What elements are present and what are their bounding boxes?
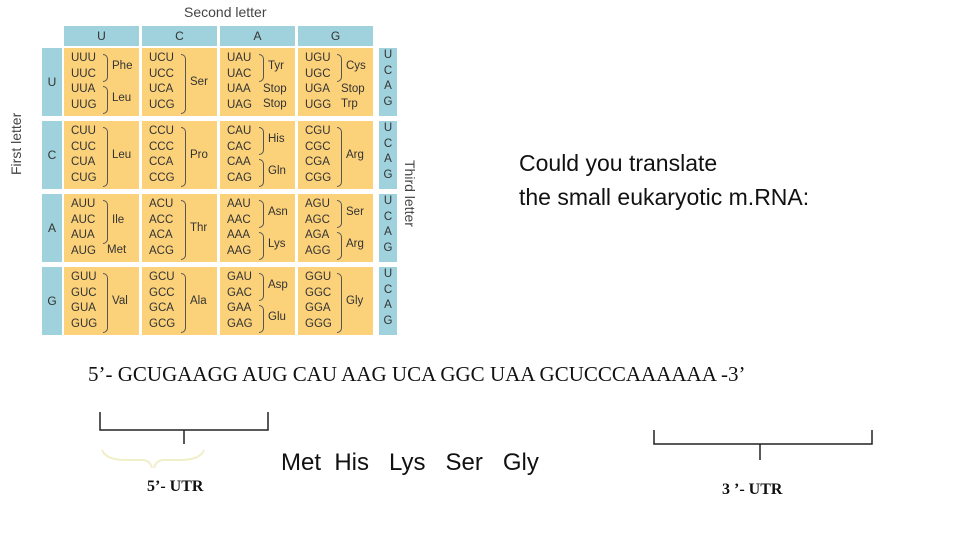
row-header-u: U [42,48,62,116]
codon-cell-gg: GGU GGC GGA GGG Gly [298,267,373,335]
codon-cell-ag: AGU AGC AGA AGG Ser Arg [298,194,373,262]
row-header-g: G [42,267,62,335]
third-letter-label: Third letter [402,160,418,227]
codon-cell-gu: GUU GUC GUA GUG Val [64,267,139,335]
row-header-a: A [42,194,62,262]
codon-cell-ug: UGU UGC UGA UGG Cys Stop Trp [298,48,373,116]
codon-cell-gc: GCU GCC GCA GCG Ala [142,267,217,335]
codon-cell-ga: GAU GAC GAA GAG Asp Glu [220,267,295,335]
codon-cell-uu: UUU UUC UUA UUG Phe Leu [64,48,139,116]
utr5-label: 5’- UTR [147,478,204,495]
codon-cell-ua: UAU UAC UAA UAG Tyr Stop Stop [220,48,295,116]
codon-cell-ca: CAU CAC CAA CAG His Gln [220,121,295,189]
first-letter-label: First letter [8,112,24,175]
mrna-sequence: 5’- GCUGAAGG AUG CAU AAG UCA GGC UAA GCU… [88,362,745,387]
column-header-a: A [220,26,295,46]
column-header-c: C [142,26,217,46]
codon-cell-au: AUU AUC AUA AUG Ile Met [64,194,139,262]
column-header-g: G [298,26,373,46]
codon-cell-ac: ACU ACC ACA ACG Thr [142,194,217,262]
codon-table: Second letter U C A G First letter Third… [8,0,418,340]
utr3-label: 3 ’- UTR [722,481,783,498]
codon-cell-cg: CGU CGC CGA CGG Arg [298,121,373,189]
mrna-prefix: 5’- GCUGAAGG [88,362,242,386]
column-header-u: U [64,26,139,46]
codon-cell-aa: AAU AAC AAA AAG Asn Lys [220,194,295,262]
utr3-brace [653,430,873,460]
mrna-coding-region: AUG CAU AAG UCA GGC UAA [242,362,535,386]
protein-sequence: Met His Lys Ser Gly [281,449,539,476]
row-header-c: C [42,121,62,189]
codon-cell-cu: CUU CUC CUA CUG Leu [64,121,139,189]
mrna-suffix: GCUCCCAAAAAA -3’ [534,362,746,386]
codon-cell-uc: UCU UCC UCA UCG Ser [142,48,217,116]
second-letter-label: Second letter [184,4,267,20]
utr5-brace [99,412,269,469]
question-text: Could you translate the small eukaryotic… [519,150,810,210]
codon-cell-cc: CCU CCC CCA CCG Pro [142,121,217,189]
